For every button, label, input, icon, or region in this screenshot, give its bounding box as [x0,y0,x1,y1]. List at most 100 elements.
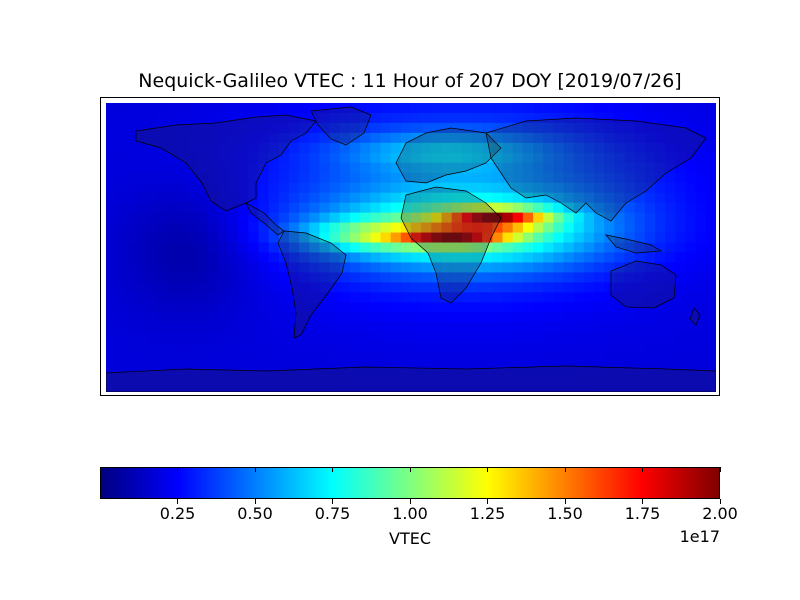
heatmap-cell [695,142,707,154]
heatmap-cell [329,242,341,254]
heatmap-cell [502,232,514,244]
heatmap-cell [563,103,575,114]
heatmap-cell [329,312,341,323]
heatmap-cell [380,192,392,204]
asia-landmass [485,117,707,222]
heatmap-cell [116,322,127,333]
heatmap-cell [309,372,321,383]
heatmap-cell [217,292,229,303]
heatmap-cell [512,132,524,144]
heatmap-cell [655,332,666,343]
heatmap-cell [370,103,382,114]
heatmap-cell [553,282,565,293]
heatmap-cell [492,282,504,293]
new-zealand-landmass [689,307,701,326]
heatmap-cell [278,152,290,164]
heatmap-cell [533,382,544,392]
heatmap-cell [472,292,483,303]
heatmap-cell [380,202,392,214]
heatmap-cell [116,222,127,234]
heatmap-cell [583,112,595,124]
heatmap-cell [543,252,554,264]
heatmap-cell [492,312,504,323]
heatmap-cell [106,312,117,323]
heatmap-cell [116,202,127,214]
heatmap-cell [563,262,575,274]
heatmap-cell [197,242,209,254]
heatmap-cell [217,262,229,274]
heatmap-cell [675,332,687,343]
colorbar-tick-label: 1.25 [469,504,506,523]
heatmap-cell [695,212,707,224]
heatmap-cell [594,292,605,303]
heatmap-cell [675,122,687,134]
heatmap-cell [350,242,361,254]
heatmap-cell [238,262,249,274]
heatmap-cell [451,242,463,254]
heatmap-cell [197,352,209,363]
heatmap-cell [614,112,626,124]
heatmap-cell [583,212,595,224]
heatmap-cell [705,162,716,174]
heatmap-cell [553,292,565,303]
heatmap-cell [258,272,270,283]
heatmap-cell [228,152,239,164]
heatmap-cell [268,382,280,392]
heatmap-cell [421,292,432,303]
heatmap-cell [665,232,676,244]
heatmap-cell [289,112,300,124]
heatmap-cell [685,342,697,353]
heatmap-cell [705,212,716,224]
heatmap-cell [522,142,534,154]
heatmap-cell [146,382,158,392]
heatmap-cell [522,332,534,343]
heatmap-cell [634,122,646,134]
heatmap-cell [177,272,188,283]
heatmap-cell [228,352,239,363]
heatmap-cell [472,372,483,383]
heatmap-cell [472,362,483,373]
heatmap-cell [319,222,331,234]
heatmap-cell [695,222,707,234]
heatmap-cell [482,103,493,114]
heatmap-cell [350,162,361,174]
heatmap-cell [106,252,117,264]
heatmap-cell [502,152,514,164]
heatmap-cell [197,282,209,293]
heatmap-cell [319,372,331,383]
heatmap-cell [604,352,615,363]
heatmap-cell [126,103,138,114]
heatmap-cell [309,352,321,363]
heatmap-cell [644,342,656,353]
heatmap-cell [238,132,249,144]
heatmap-cell [136,222,148,234]
heatmap-cell [634,292,646,303]
heatmap-cell [319,382,331,392]
colorbar-tick-mark-top [332,467,333,472]
heatmap-cell [167,292,178,303]
heatmap-cell [512,272,524,283]
heatmap-cell [655,142,666,154]
heatmap-cell [543,112,554,124]
heatmap-cell [431,132,443,144]
heatmap-cell [126,342,138,353]
heatmap-cell [400,282,412,293]
heatmap-cell [136,332,148,343]
heatmap-cell [289,252,300,264]
heatmap-cell [248,362,260,373]
heatmap-cell [350,212,361,224]
heatmap-cell [533,103,544,114]
heatmap-cell [156,252,168,264]
heatmap-cell [512,172,524,184]
colorbar-tick-mark [719,499,721,504]
heatmap-cell [431,212,443,224]
heatmap-cell [533,252,544,264]
heatmap-cell [380,352,392,363]
heatmap-cell [380,322,392,333]
heatmap-cell [360,172,371,184]
heatmap-cell [705,302,716,313]
heatmap-cell [268,112,280,124]
heatmap-cell [502,352,514,363]
heatmap-cell [543,172,554,184]
north-america-landmass [135,114,317,212]
